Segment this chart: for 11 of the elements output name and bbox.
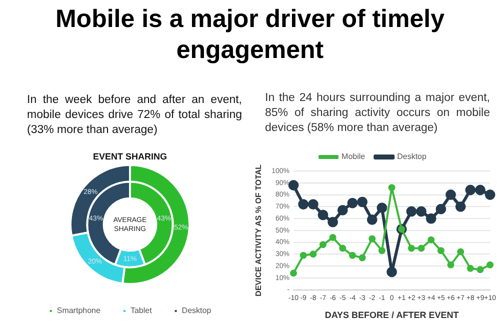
legend-label: Mobile bbox=[342, 152, 366, 162]
x-axis-title: DAYS BEFORE / AFTER EVENT bbox=[324, 310, 460, 320]
y-axis-title: DEVICE ACTIVITY AS % OF TOTAL bbox=[254, 164, 264, 296]
legend-label: Desktop bbox=[182, 306, 212, 316]
chart-subtitle: In the 24 hours surrounding a major event, 85% of sharing activity occurs on mobile devices (58% more than average) bbox=[265, 91, 490, 136]
slice-label: EVENT SHARING bbox=[92, 151, 168, 162]
chart-subtitle: In the week before and after an event, mobile devices drive 72% of total sharing (33% more than average) bbox=[27, 93, 242, 138]
legend-label: Smartphone bbox=[56, 306, 101, 316]
chart-title: Mobile is a major driver of timely engagement bbox=[54, 4, 446, 66]
legend-label: Tablet bbox=[130, 306, 153, 316]
legend-label: Desktop bbox=[397, 152, 428, 162]
